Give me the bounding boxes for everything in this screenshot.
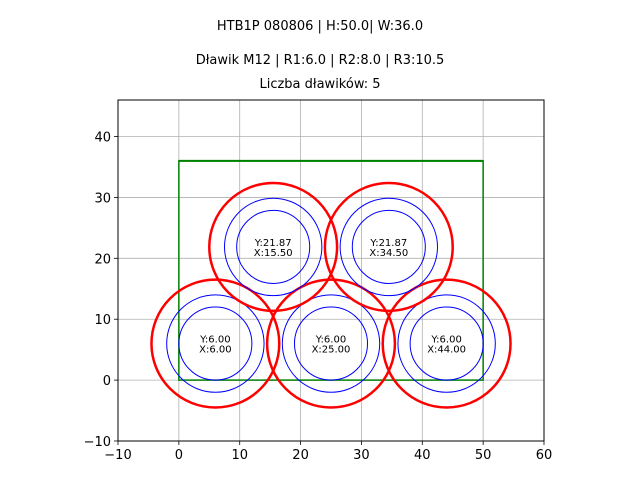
circle-r2 [223, 197, 323, 297]
x-tick-label: −10 [104, 448, 131, 463]
gland-label-x: X:25.00 [312, 345, 351, 356]
circle-r1 [178, 306, 253, 381]
gland-label-y: Y:6.00 [430, 335, 461, 346]
circle-r2 [339, 197, 439, 297]
chart-title-line2: Dławik M12 | R1:6.0 | R2:8.0 | R3:10.5 [195, 53, 445, 68]
circle-r3 [323, 181, 454, 313]
x-tick-label: 60 [536, 448, 553, 463]
gland-label-x: X:44.00 [427, 345, 466, 356]
circle-r3 [208, 181, 339, 313]
circle-r1 [236, 209, 311, 284]
y-tick-label: 30 [94, 191, 111, 206]
circle-r1 [293, 306, 369, 381]
gland-label-x: X:6.00 [199, 345, 232, 356]
circle-r1 [351, 209, 426, 284]
circle-r2 [166, 294, 265, 393]
gland-label-y: Y:6.00 [199, 335, 230, 346]
x-tick-label: 20 [292, 448, 309, 463]
chart-title-line1: HTB1P 080806 | H:50.0| W:36.0 [216, 19, 424, 34]
chart-title-line3: Liczba dławików: 5 [259, 77, 381, 92]
circle-r2 [281, 294, 381, 393]
circle-r3 [381, 278, 512, 409]
x-tick-label: 0 [175, 448, 183, 463]
x-tick-label: 50 [475, 448, 492, 463]
gland-label-x: X:15.50 [254, 248, 293, 259]
x-tick-label: 10 [231, 448, 248, 463]
y-tick-label: 0 [103, 374, 111, 389]
gland-label-y: Y:21.87 [369, 238, 407, 249]
x-tick-label: 40 [414, 448, 431, 463]
y-tick-label: 10 [94, 313, 111, 328]
circle-r3 [265, 278, 397, 409]
gland-label-x: X:34.50 [369, 248, 408, 259]
gland-label-y: Y:6.00 [315, 335, 346, 346]
axes-frame [117, 99, 545, 442]
y-tick-label: 20 [94, 252, 111, 267]
x-tick-label: 30 [353, 448, 370, 463]
y-tick-label: 40 [94, 131, 111, 146]
circle-r2 [397, 294, 496, 393]
gland-label-y: Y:21.87 [254, 238, 292, 249]
y-tick-label: −10 [84, 435, 111, 450]
circle-r3 [150, 278, 281, 409]
plot-content: Y:6.00X:6.00Y:6.00X:25.00Y:6.00X:44.00Y:… [118, 100, 544, 441]
circle-r1 [409, 306, 484, 381]
